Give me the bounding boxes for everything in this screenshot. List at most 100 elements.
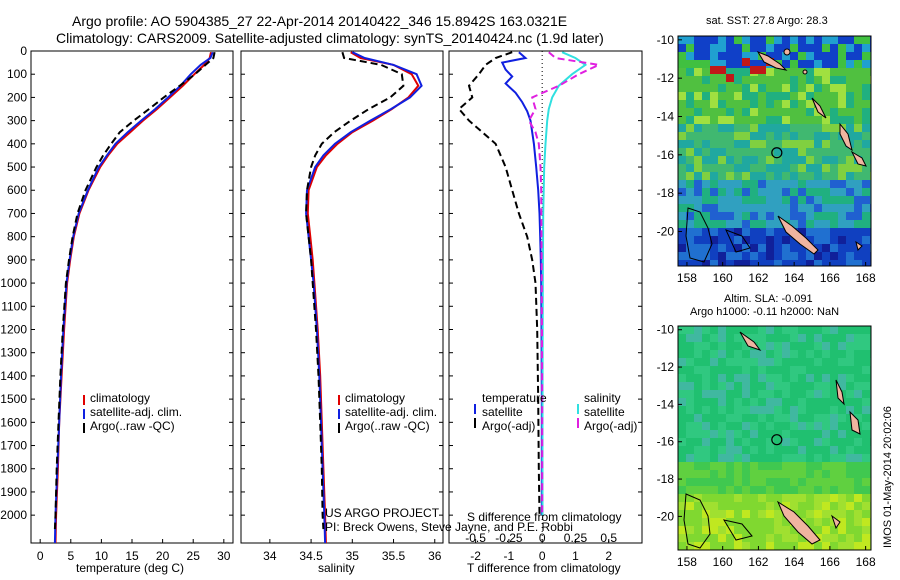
sst-cell xyxy=(702,212,710,220)
sst-cell xyxy=(790,204,798,212)
sst-cell xyxy=(846,204,854,212)
diff-legend-temp-argo: Argo(-adj) xyxy=(482,419,536,433)
sla-cell xyxy=(686,462,694,470)
sla-cell xyxy=(806,486,814,494)
sla-cell xyxy=(854,366,862,374)
sla-cell xyxy=(814,342,822,350)
sst-cell xyxy=(854,76,862,84)
sla-cell xyxy=(726,446,734,454)
sst-cell xyxy=(782,116,790,124)
sla-cell xyxy=(862,398,870,406)
sst-cell xyxy=(742,204,750,212)
sst-cell xyxy=(806,212,814,220)
sst-cell xyxy=(782,44,790,52)
sst-cell xyxy=(782,60,790,68)
sla-cell xyxy=(846,422,854,430)
sla-cell xyxy=(846,438,854,446)
sst-cell xyxy=(742,92,750,100)
sla-cell xyxy=(830,446,838,454)
sla-cell xyxy=(838,334,846,342)
sla-cell xyxy=(734,406,742,414)
sst-cell xyxy=(678,100,686,108)
sla-cell xyxy=(782,358,790,366)
sla-cell xyxy=(790,446,798,454)
sst-cell xyxy=(782,100,790,108)
sla-cell xyxy=(862,494,870,502)
sst-cell xyxy=(758,132,766,140)
sla-cell xyxy=(846,390,854,398)
sla-cell xyxy=(750,374,758,382)
sst-cell xyxy=(710,220,718,228)
sla-cell xyxy=(814,518,822,526)
sst-cell xyxy=(862,220,870,228)
sla-cell xyxy=(766,462,774,470)
sst-cell xyxy=(694,260,702,266)
sst-cell xyxy=(838,100,846,108)
sla-cell xyxy=(686,518,694,526)
sla-cell xyxy=(862,350,870,358)
sla-cell xyxy=(798,438,806,446)
sst-cell xyxy=(814,236,822,244)
sst-cell xyxy=(814,44,822,52)
sla-cell xyxy=(758,358,766,366)
difference-tick-label: 2 xyxy=(605,549,612,563)
sla-cell xyxy=(806,366,814,374)
sla-cell xyxy=(854,326,862,334)
sst-cell xyxy=(782,68,790,76)
sla-cell xyxy=(750,494,758,502)
sst-cell xyxy=(854,164,862,172)
sla-cell xyxy=(694,470,702,478)
sst-cell xyxy=(814,36,822,44)
sst-cell xyxy=(702,92,710,100)
sst-cell xyxy=(758,204,766,212)
sst-cell xyxy=(686,156,694,164)
sla-cell xyxy=(846,406,854,414)
sst-cell xyxy=(846,212,854,220)
sst-cell xyxy=(846,124,854,132)
sla-cell xyxy=(854,454,862,462)
sst-cell xyxy=(846,60,854,68)
sst-cell xyxy=(822,228,830,236)
sst-cell xyxy=(710,164,718,172)
sla-cell xyxy=(862,510,870,518)
sla-cell xyxy=(790,390,798,398)
sst-cell xyxy=(854,196,862,204)
sla-cell xyxy=(686,350,694,358)
sst-cell xyxy=(814,156,822,164)
sla-cell xyxy=(798,358,806,366)
title-line-1: Argo profile: AO 5904385_27 22-Apr-2014 … xyxy=(72,13,568,29)
sla-lat-label: -12 xyxy=(657,360,675,374)
sla-cell xyxy=(774,478,782,486)
sst-cell xyxy=(726,60,734,68)
sst-cell xyxy=(710,156,718,164)
sst-cell xyxy=(862,92,870,100)
sla-map-frame xyxy=(677,325,872,551)
sla-cell xyxy=(710,542,718,550)
sla-cell xyxy=(806,494,814,502)
sst-land xyxy=(685,48,867,263)
sst-cell xyxy=(742,76,750,84)
sla-cell xyxy=(790,462,798,470)
sst-cell xyxy=(718,132,726,140)
sla-cell xyxy=(766,366,774,374)
sst-cell xyxy=(798,220,806,228)
sst-cell xyxy=(718,148,726,156)
sst-cell xyxy=(750,76,758,84)
sst-cell xyxy=(702,76,710,84)
sst-cell xyxy=(838,44,846,52)
sla-lat-label: -14 xyxy=(657,397,675,411)
sla-cell xyxy=(702,422,710,430)
sst-cell xyxy=(734,68,742,76)
sla-heatmap xyxy=(678,326,871,550)
sla-cell xyxy=(798,542,806,550)
sla-cell xyxy=(734,478,742,486)
sla-cell xyxy=(686,390,694,398)
sla-cell xyxy=(798,326,806,334)
sla-cell xyxy=(766,350,774,358)
sst-cell xyxy=(766,196,774,204)
sla-cell xyxy=(766,374,774,382)
sst-cell xyxy=(838,164,846,172)
sst-cell xyxy=(838,212,846,220)
sla-cell xyxy=(798,470,806,478)
sla-cell xyxy=(782,374,790,382)
